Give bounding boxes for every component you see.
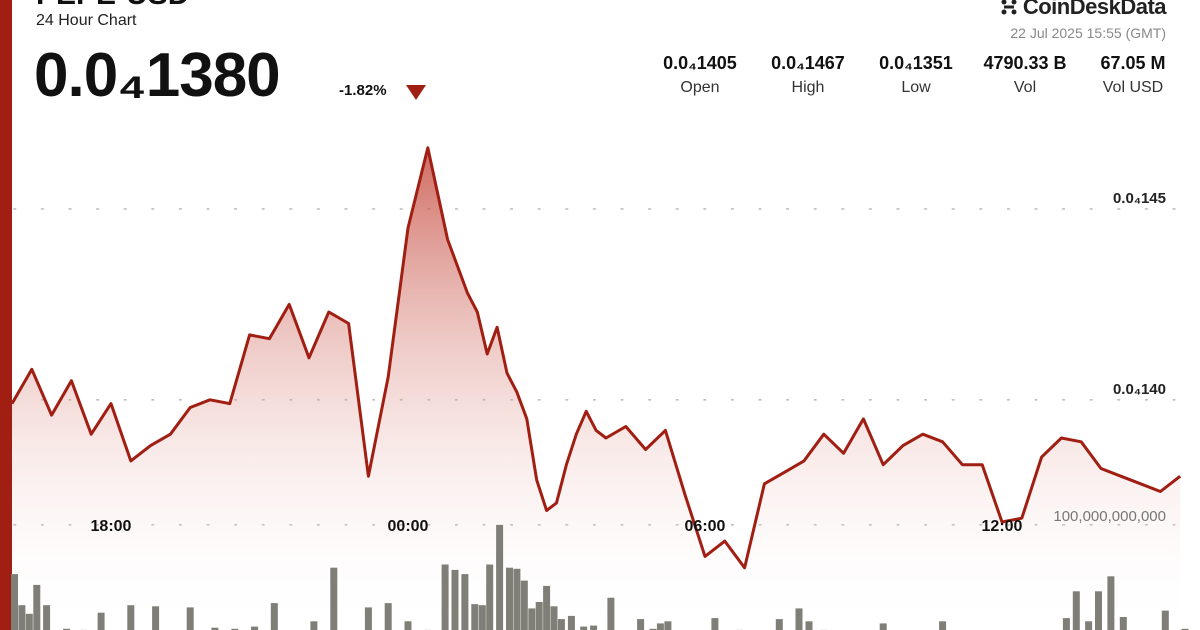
stat-vol-usd-value: 67.05 M: [1100, 53, 1166, 73]
volume-bar: [97, 612, 105, 630]
volume-bar: [550, 606, 558, 630]
volume-bar: [43, 605, 51, 630]
volume-bar: [11, 574, 18, 630]
stat-high-value: 0.0₄1467: [771, 53, 845, 73]
stat-open: 0.0₄1405 Open: [645, 53, 755, 97]
price-change: -1.82%: [339, 82, 387, 99]
volume-bar: [775, 619, 783, 630]
down-arrow-icon: [406, 85, 426, 100]
chart-subtitle: 24 Hour Chart: [36, 12, 137, 29]
volume-bar: [1119, 617, 1127, 630]
stat-vol: 4790.33 B Vol: [970, 53, 1080, 97]
brand-logo: CoinDeskData: [1001, 0, 1167, 20]
volume-bar: [795, 608, 803, 630]
volume-bar: [1095, 591, 1102, 630]
price-area: [10, 146, 1182, 630]
volume-bar: [471, 604, 479, 630]
volume-bar: [567, 615, 575, 630]
volume-bar: [1072, 591, 1080, 630]
stat-low-label: Low: [901, 79, 931, 96]
volume-bar: [939, 621, 947, 630]
x-tick-label: 12:00: [982, 518, 1023, 535]
volume-bar: [528, 608, 536, 630]
volume-bar: [535, 602, 543, 630]
stat-open-label: Open: [680, 79, 720, 96]
volume-bar: [310, 621, 318, 630]
stat-low: 0.0₄1351 Low: [861, 53, 971, 97]
volume-bar: [1181, 628, 1189, 630]
volume-bar: [1085, 621, 1093, 630]
page-title: PEPE-USD: [36, 0, 189, 12]
volume-bar: [25, 613, 33, 630]
volume-tick-label: 100,000,000,000: [1053, 508, 1166, 525]
volume-bar: [664, 621, 672, 630]
current-price: 0.0₄1380: [34, 41, 281, 110]
volume-bar: [1107, 576, 1115, 630]
volume-bars: [11, 524, 1189, 630]
x-tick-label: 06:00: [685, 518, 726, 535]
y-tick-label: 0.0₄140: [1113, 381, 1166, 398]
volume-bar: [486, 564, 494, 630]
volume-bar: [152, 606, 160, 630]
y-tick-label: 0.0₄145: [1113, 190, 1166, 207]
accent-bar: [0, 0, 12, 630]
price-line: [10, 146, 1182, 570]
stat-vol-usd-label: Vol USD: [1102, 79, 1164, 96]
volume-bar: [656, 623, 664, 630]
volume-bar: [330, 567, 338, 630]
x-tick-label: 18:00: [91, 518, 132, 535]
volume-bar: [543, 585, 551, 630]
volume-bar: [649, 628, 657, 630]
volume-bar: [478, 605, 486, 630]
volume-bar: [805, 621, 813, 630]
price-area-fill: [12, 147, 1181, 630]
x-tick-label: 00:00: [388, 518, 429, 535]
stat-vol-label: Vol: [1013, 79, 1037, 96]
volume-bar: [557, 619, 565, 630]
volume-bar: [231, 628, 239, 630]
volume-bar: [496, 524, 504, 630]
volume-bar: [186, 607, 194, 630]
volume-bar: [1161, 610, 1169, 630]
stats-row: 0.0₄1405 Open 0.0₄1467 High 0.0₄1351 Low…: [0, 53, 1200, 103]
stat-high-label: High: [791, 79, 825, 96]
stat-open-value: 0.0₄1405: [663, 53, 737, 73]
volume-bar: [211, 627, 219, 630]
logo-text: CoinDeskData: [1022, 0, 1167, 19]
volume-bar: [384, 603, 392, 630]
volume-bar: [1062, 618, 1070, 630]
volume-bar: [18, 605, 26, 630]
volume-bar: [590, 625, 598, 630]
volume-bar: [441, 564, 449, 630]
volume-bar: [520, 580, 528, 630]
stat-vol-usd: 67.05 M Vol USD: [1078, 53, 1188, 97]
volume-bar: [513, 568, 521, 630]
volume-bar: [637, 619, 645, 630]
volume-bar: [127, 605, 135, 630]
stat-vol-value: 4790.33 B: [983, 53, 1067, 73]
volume-bar: [270, 603, 278, 630]
volume-bar: [506, 567, 513, 630]
volume-bar: [607, 597, 615, 630]
volume-bar: [461, 574, 469, 630]
volume-bar: [63, 628, 70, 630]
coindesk-logo-icon: [1001, 0, 1017, 15]
volume-bar: [580, 626, 588, 630]
volume-bar: [404, 621, 412, 630]
timestamp: 22 Jul 2025 15:55 (GMT): [1010, 25, 1166, 41]
volume-bar: [364, 607, 372, 630]
volume-bar: [451, 569, 459, 630]
volume-bar: [33, 584, 41, 630]
axis-labels: 0.0₄145 0.0₄140 100,000,000,000 18:00 00:00 0…: [91, 190, 1166, 535]
stat-high: 0.0₄1467 High: [753, 53, 863, 97]
stat-low-value: 0.0₄1351: [879, 53, 953, 73]
volume-bar: [251, 626, 259, 630]
volume-bar: [711, 618, 719, 630]
volume-bar: [879, 623, 887, 630]
